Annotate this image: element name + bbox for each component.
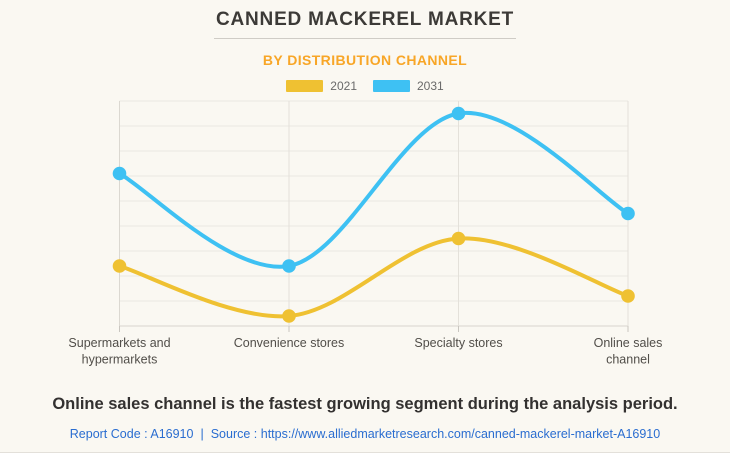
series-line-2021	[117, 236, 630, 319]
series-line-2031	[117, 111, 630, 269]
report-code: Report Code : A16910	[69, 427, 194, 441]
legend-item-2031: 2031	[373, 79, 444, 93]
legend-label-2031: 2031	[417, 79, 444, 93]
page-title: CANNED MACKEREL MARKET	[215, 9, 515, 30]
chart-takeaway: Online sales channel is the fastest grow…	[52, 395, 678, 413]
data-point-2031	[282, 259, 296, 273]
separator: |	[200, 427, 204, 441]
chart-subtitle: BY DISTRIBUTION CHANNEL	[262, 52, 468, 68]
x-axis-label: Convenience stores	[234, 336, 344, 350]
data-point-2031	[112, 166, 127, 181]
x-axis-label: Specialty stores	[414, 336, 502, 350]
legend-item-2021: 2021	[286, 79, 357, 93]
legend: 2021 2031	[0, 79, 730, 93]
legend-label-2021: 2021	[330, 79, 357, 93]
data-point-2031	[621, 206, 635, 221]
title-divider	[214, 38, 516, 39]
x-axis-label: Supermarkets and hypermarkets	[68, 336, 170, 367]
data-point-2021	[282, 309, 296, 323]
source-link[interactable]: Source : https://www.alliedmarketresearc…	[210, 427, 661, 441]
legend-swatch-2031	[373, 80, 410, 92]
source-line: Report Code : A16910 | Source : https://ww…	[0, 427, 730, 441]
data-point-2031	[451, 106, 466, 121]
data-point-2021	[451, 231, 466, 246]
data-point-2021	[621, 289, 635, 303]
data-point-2021	[112, 259, 127, 273]
x-axis-label: Online sales channel	[594, 336, 663, 367]
legend-swatch-2021	[286, 80, 324, 92]
